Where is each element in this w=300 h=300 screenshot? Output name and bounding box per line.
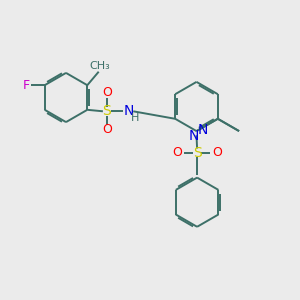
Text: O: O	[212, 146, 222, 159]
Text: N: N	[123, 104, 134, 118]
Text: N: N	[189, 130, 199, 143]
Text: S: S	[193, 146, 202, 160]
Text: F: F	[23, 79, 30, 92]
Text: N: N	[198, 123, 208, 137]
Text: O: O	[102, 123, 112, 136]
Text: S: S	[102, 104, 111, 118]
Text: CH₃: CH₃	[89, 61, 110, 71]
Text: H: H	[131, 113, 139, 123]
Text: O: O	[102, 86, 112, 99]
Text: O: O	[172, 146, 182, 159]
